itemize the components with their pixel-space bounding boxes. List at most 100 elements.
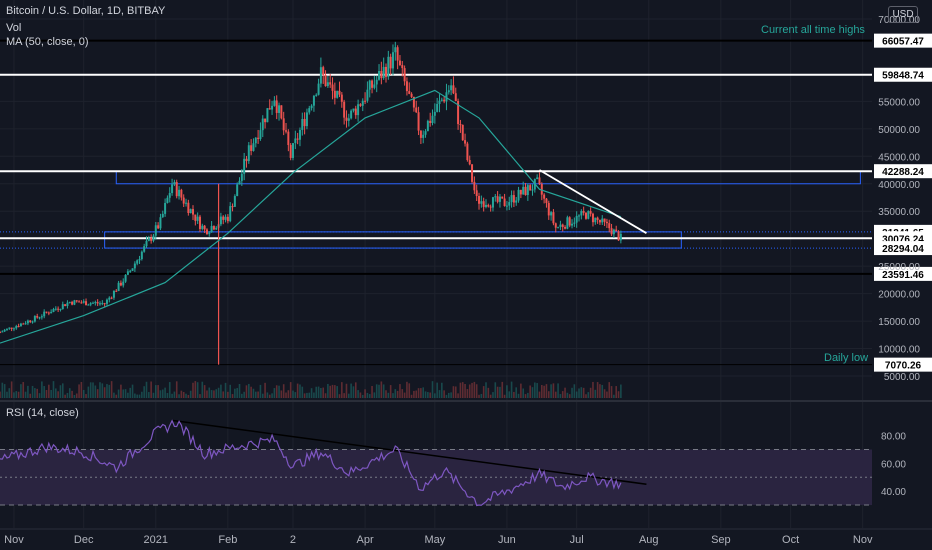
candle-body	[29, 320, 32, 322]
candle-body	[598, 220, 601, 223]
volume-bar	[399, 384, 401, 398]
time-axis-label: Sep	[711, 534, 731, 546]
volume-bar	[571, 387, 573, 398]
candle-body	[322, 67, 325, 75]
candle-body	[429, 120, 432, 124]
volume-bar	[13, 392, 15, 398]
candle-body	[224, 216, 227, 220]
volume-bar	[161, 389, 164, 398]
price-tick-label: 55000.00	[878, 97, 920, 108]
candle-body	[105, 299, 108, 304]
volume-bar	[59, 385, 62, 398]
level-price-label: 23591.46	[882, 270, 924, 281]
candle-body	[340, 94, 343, 102]
volume-bar	[192, 382, 194, 398]
volume-bar	[406, 381, 408, 398]
volume-bar	[1, 382, 4, 398]
candle-body	[187, 202, 190, 214]
candle-body	[536, 177, 539, 180]
candle-body	[252, 143, 255, 151]
volume-bar	[222, 391, 225, 398]
volume-bar	[589, 387, 592, 398]
candle-body	[259, 130, 262, 139]
volume-bar	[596, 382, 599, 398]
time-axis-label: 2021	[144, 534, 168, 546]
candle-body	[387, 56, 390, 77]
candle-body	[603, 218, 606, 222]
candle-body	[573, 222, 576, 224]
candle-body	[596, 217, 599, 221]
price-tick-label: 15000.00	[878, 317, 920, 328]
candle-body	[424, 131, 427, 135]
volume-bar	[408, 383, 411, 398]
candle-body	[89, 303, 92, 305]
candle-body	[380, 70, 383, 79]
time-axis-label: Aug	[639, 534, 659, 546]
candle-body	[480, 201, 483, 204]
level-price-tag	[874, 357, 932, 372]
candle-body	[522, 186, 525, 195]
volume-bar	[178, 394, 180, 398]
volume-bar	[550, 384, 552, 398]
candle-body	[124, 274, 127, 282]
volume-bar	[382, 384, 385, 398]
volume-bar	[57, 391, 59, 398]
volume-bar	[224, 382, 227, 398]
volume-bar	[168, 382, 171, 398]
volume-bar	[159, 390, 162, 398]
candle-body	[294, 138, 297, 144]
candle-body	[17, 326, 20, 328]
volume-bar	[185, 393, 187, 398]
volume-bar	[78, 384, 80, 398]
volume-bar	[271, 393, 273, 398]
volume-bar	[306, 392, 308, 398]
candle-body	[87, 304, 90, 306]
volume-bar	[282, 384, 285, 398]
volume-bar	[375, 384, 378, 398]
candle-body	[233, 196, 236, 207]
candle-body	[189, 209, 192, 214]
currency-button[interactable]: USD	[888, 6, 918, 23]
candle-body	[512, 195, 515, 203]
candle-body	[215, 227, 218, 230]
volume-bar	[361, 394, 364, 398]
candle-body	[382, 66, 385, 79]
volume-bar	[517, 393, 520, 398]
price-tick-label: 40000.00	[878, 180, 920, 191]
volume-bar	[85, 394, 87, 398]
volume-bar	[3, 384, 6, 398]
volume-bar	[110, 381, 113, 398]
volume-bar	[513, 391, 515, 398]
candle-body	[312, 95, 315, 106]
candle-body	[471, 164, 474, 182]
candle-body	[92, 302, 95, 304]
volume-bar	[338, 394, 341, 398]
candle-body	[401, 65, 404, 69]
candle-body	[419, 130, 422, 138]
candle-body	[101, 303, 104, 305]
candle-body	[557, 226, 560, 228]
volume-bar	[368, 394, 371, 398]
volume-bar	[480, 393, 483, 398]
price-tick-label: 10000.00	[878, 345, 920, 356]
candle-body	[515, 200, 518, 203]
candle-body	[617, 231, 620, 241]
candle-body	[115, 290, 118, 292]
candle-body	[578, 215, 581, 217]
volume-bar	[303, 393, 306, 398]
level-price-tag	[874, 67, 932, 82]
volume-bar	[520, 383, 522, 398]
volume-bar	[31, 385, 34, 398]
symbol-title: Bitcoin / U.S. Dollar, 1D, BITBAY	[6, 5, 166, 17]
candle-body	[136, 260, 139, 264]
candle-body	[478, 195, 481, 204]
candle-body	[250, 145, 253, 151]
volume-bar	[524, 394, 527, 398]
volume-bar	[134, 393, 136, 398]
level-price-label: 42288.24	[882, 167, 924, 178]
candle-body	[568, 217, 571, 226]
volume-bar	[503, 394, 506, 398]
volume-bar	[94, 385, 97, 398]
volume-bar	[568, 394, 571, 398]
volume-bar	[534, 382, 536, 398]
